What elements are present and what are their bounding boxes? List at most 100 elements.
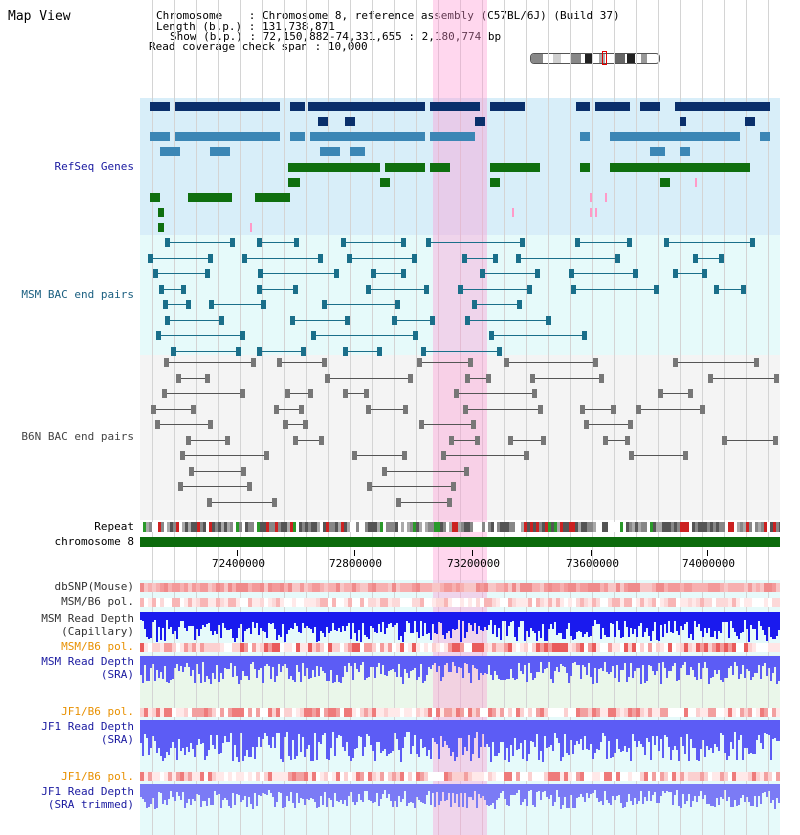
gene-feature[interactable] [288,163,380,172]
bac-end-pair[interactable] [571,288,660,290]
bac-end-marker[interactable] [180,451,186,460]
bac-end-marker[interactable] [708,373,714,383]
bac-end-marker[interactable] [419,420,425,429]
bac-end-marker[interactable] [584,420,590,429]
bac-end-pair[interactable] [472,304,522,305]
gene-feature[interactable] [490,178,500,187]
gene-feature[interactable] [675,102,770,111]
bac-end-pair[interactable] [664,242,755,243]
bac-end-marker[interactable] [207,253,213,263]
bac-end-marker[interactable] [657,389,663,398]
bac-end-pair[interactable] [274,408,304,410]
bac-end-marker[interactable] [722,435,727,445]
bac-end-pair[interactable] [152,273,211,274]
bac-end-pair[interactable] [708,377,780,379]
bac-end-pair[interactable] [713,288,746,290]
bac-end-pair[interactable] [417,362,474,363]
bac-end-pair[interactable] [366,408,408,410]
bac-end-marker[interactable] [468,358,474,367]
bac-end-marker[interactable] [423,284,429,294]
bac-end-marker[interactable] [480,269,486,278]
bac-end-marker[interactable] [321,300,327,309]
bac-end-marker[interactable] [672,358,678,367]
bac-end-marker[interactable] [673,269,679,278]
gene-feature[interactable] [580,163,590,172]
bac-end-pair[interactable] [256,288,299,290]
bac-end-marker[interactable] [569,269,575,278]
bac-end-marker[interactable] [519,238,525,247]
bac-end-marker[interactable] [538,404,544,414]
gene-feature[interactable] [160,147,180,156]
bac-end-pair[interactable] [257,242,299,243]
bac-end-marker[interactable] [497,346,503,356]
bac-end-marker[interactable] [581,331,587,340]
gene-feature[interactable] [158,208,164,217]
gene-feature[interactable] [345,117,355,126]
bac-end-marker[interactable] [159,284,164,294]
bac-end-marker[interactable] [508,435,514,445]
bac-end-marker[interactable] [164,238,170,247]
bac-end-pair[interactable] [569,273,639,274]
gene-feature[interactable] [430,132,475,141]
bac-end-pair[interactable] [170,350,241,352]
bac-end-marker[interactable] [235,346,241,356]
bac-end-marker[interactable] [449,435,455,445]
bac-end-marker[interactable] [492,253,498,263]
bac-end-pair[interactable] [503,362,599,363]
bac-end-marker[interactable] [225,435,231,445]
gene-feature[interactable] [475,117,485,126]
bac-end-marker[interactable] [463,404,469,414]
bac-end-marker[interactable] [148,253,154,263]
bac-end-marker[interactable] [342,346,348,356]
bac-end-marker[interactable] [627,238,633,247]
bac-end-marker[interactable] [772,435,778,445]
bac-end-marker[interactable] [381,466,387,476]
bac-end-marker[interactable] [154,420,160,429]
bac-end-marker[interactable] [293,284,299,294]
bac-end-marker[interactable] [628,451,634,460]
bac-end-marker[interactable] [293,238,299,247]
bac-end-marker[interactable] [271,497,277,507]
bac-end-marker[interactable] [529,373,535,383]
bac-end-marker[interactable] [441,451,447,460]
gene-feature[interactable] [255,193,290,202]
bac-end-marker[interactable] [239,331,245,340]
bac-end-marker[interactable] [256,284,262,294]
gene-feature[interactable] [680,117,686,126]
bac-end-marker[interactable] [535,269,541,278]
bac-end-marker[interactable] [463,466,469,476]
gene-feature[interactable] [580,132,590,141]
bac-end-marker[interactable] [239,389,245,398]
bac-end-marker[interactable] [527,284,533,294]
bac-end-marker[interactable] [702,269,708,278]
bac-end-marker[interactable] [402,404,408,414]
bac-end-pair[interactable] [159,288,187,290]
bac-end-marker[interactable] [602,435,608,445]
bac-end-pair[interactable] [425,242,525,243]
bac-end-pair[interactable] [342,350,382,352]
bac-end-pair[interactable] [282,424,309,425]
bac-end-pair[interactable] [461,257,498,259]
gene-feature[interactable] [380,178,390,187]
bac-end-marker[interactable] [321,358,327,367]
bac-end-marker[interactable] [624,435,630,445]
gene-feature[interactable] [158,223,164,232]
bac-end-marker[interactable] [250,358,256,367]
bac-end-marker[interactable] [636,404,642,414]
bac-end-marker[interactable] [541,435,547,445]
bac-end-marker[interactable] [593,358,599,367]
bac-end-marker[interactable] [170,346,176,356]
msm-bac-label[interactable]: MSM BAC end pairs [21,288,134,301]
bac-end-marker[interactable] [364,389,370,398]
bac-end-marker[interactable] [664,238,670,247]
bac-end-marker[interactable] [317,253,323,263]
bac-end-marker[interactable] [475,435,481,445]
bac-end-marker[interactable] [285,389,291,398]
gene-feature[interactable] [350,147,365,156]
bac-end-marker[interactable] [654,284,660,294]
bac-end-pair[interactable] [161,393,245,394]
bac-end-marker[interactable] [754,358,760,367]
gene-feature[interactable] [288,178,300,187]
bac-end-marker[interactable] [340,238,346,247]
bac-end-marker[interactable] [342,389,348,398]
